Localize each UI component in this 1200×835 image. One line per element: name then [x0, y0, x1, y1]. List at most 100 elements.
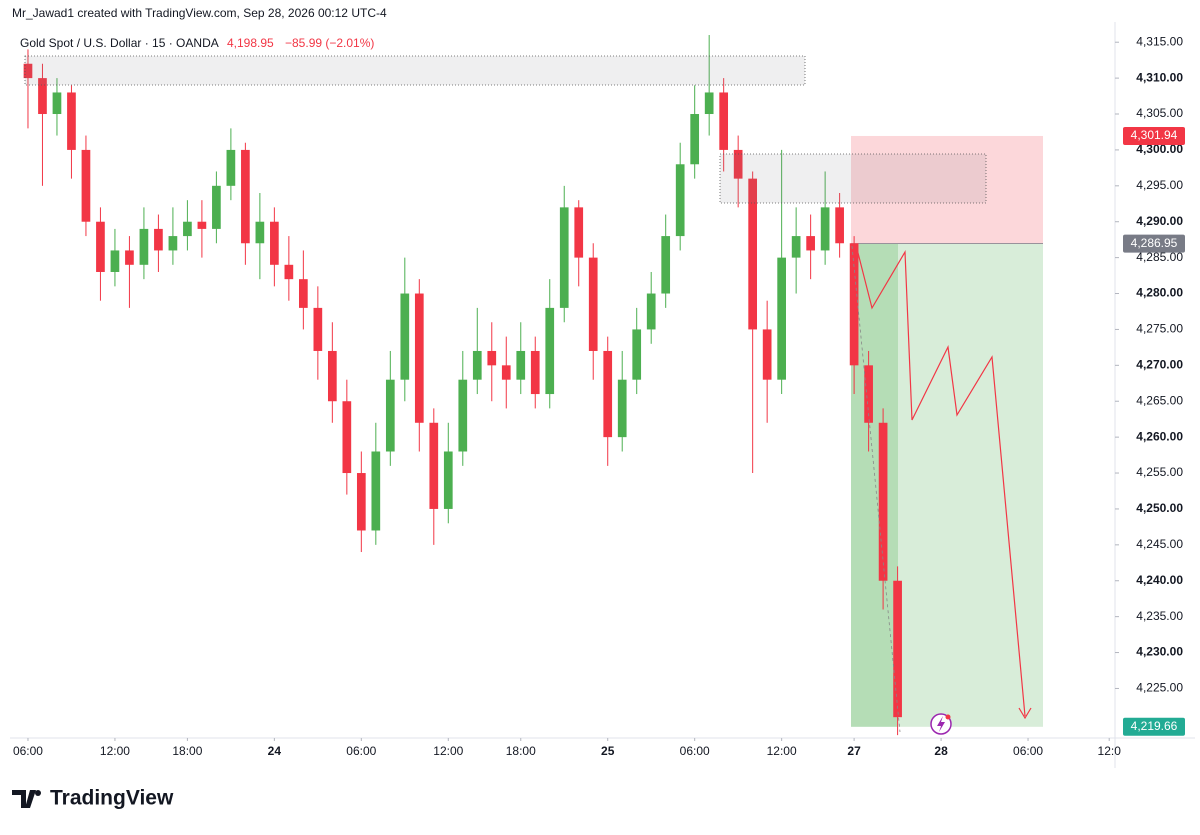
plot-area: 4,315.00 4,310.00 4,305.00 4,300.00 4,295.00… — [10, 22, 1195, 768]
candle-body — [603, 350, 613, 438]
candle-body — [516, 350, 526, 380]
candle-body — [864, 365, 873, 423]
candle-body — [212, 185, 221, 229]
y-tick-label: 4,240.00 — [1136, 573, 1183, 587]
candle-body — [139, 228, 149, 265]
candle-body — [414, 293, 424, 423]
candle-body — [849, 243, 859, 366]
candle-body — [530, 350, 540, 395]
candle-body — [96, 221, 105, 272]
candle-body — [762, 329, 772, 380]
candle-body — [125, 250, 134, 265]
candle-body — [501, 365, 511, 380]
candle-body — [284, 264, 294, 280]
x-tick-label: 06:00 — [1013, 744, 1043, 758]
candle-body — [154, 228, 163, 251]
price-label: 4,286.95 — [1131, 236, 1178, 250]
candle-body — [835, 207, 844, 244]
y-tick-label: 4,305.00 — [1136, 106, 1183, 120]
y-tick-label: 4,235.00 — [1136, 609, 1183, 623]
zone — [24, 55, 806, 86]
price-label-box — [1123, 717, 1185, 736]
y-tick-label: 4,225.00 — [1136, 681, 1183, 695]
candle-body — [559, 207, 569, 308]
y-tick-label: 4,265.00 — [1136, 393, 1183, 407]
candle-body — [719, 92, 729, 150]
candle-body — [472, 350, 482, 380]
x-tick-label: 12:0 — [1098, 744, 1122, 758]
candle-body — [299, 279, 308, 308]
candle-body — [255, 221, 265, 244]
y-tick-label: 4,295.00 — [1136, 178, 1183, 192]
candle-body — [617, 379, 627, 438]
candle-body — [23, 63, 33, 79]
x-tick-label: 12:00 — [100, 744, 130, 758]
y-tick-label: 4,260.00 — [1136, 429, 1183, 443]
filled-zone — [851, 243, 898, 727]
logo-dot — [35, 790, 41, 796]
x-tick-label: 27 — [847, 744, 861, 758]
event-dot — [945, 714, 951, 720]
candle-body — [458, 379, 468, 452]
x-tick-label: 06:00 — [680, 744, 710, 758]
y-tick-label: 4,280.00 — [1136, 286, 1183, 300]
candle-body — [733, 149, 743, 179]
candle-body — [81, 149, 91, 222]
candle-body — [632, 329, 642, 380]
candle-body — [327, 350, 337, 402]
y-tick-label: 4,270.00 — [1136, 358, 1183, 372]
candle-body — [704, 92, 714, 115]
candle-body — [878, 422, 888, 581]
y-tick-label: 4,255.00 — [1136, 465, 1183, 479]
candle-body — [313, 307, 323, 351]
logo-mark — [12, 790, 36, 808]
candle-body — [241, 149, 250, 244]
legend-last: 4,198.95 — [227, 36, 274, 50]
candle-body — [487, 350, 497, 366]
candle-body — [270, 221, 279, 265]
y-tick-label: 4,275.00 — [1136, 322, 1183, 336]
candle-body — [38, 78, 47, 115]
x-tick-label: 28 — [934, 744, 948, 758]
candle-body — [777, 257, 786, 380]
price-label: 4,219.66 — [1131, 719, 1178, 733]
candle-body — [67, 92, 76, 150]
x-tick-label: 12:00 — [433, 744, 463, 758]
candle-body — [748, 178, 758, 330]
price-label-box — [1123, 234, 1185, 253]
y-tick-label: 4,285.00 — [1136, 250, 1183, 264]
projection-path — [855, 244, 1026, 717]
x-tick-label: 25 — [601, 744, 615, 758]
price-label: 4,301.94 — [1131, 128, 1178, 142]
y-tick-label: 4,310.00 — [1136, 70, 1183, 84]
y-tick-label: 4,290.00 — [1136, 214, 1183, 228]
x-tick-label: 18:00 — [506, 744, 536, 758]
y-tick-label: 4,315.00 — [1136, 34, 1183, 48]
y-tick-label: 4,245.00 — [1136, 537, 1183, 551]
candle-body — [820, 207, 830, 251]
x-tick-label: 24 — [268, 744, 282, 758]
candle-body — [588, 257, 598, 351]
candle-body — [400, 293, 410, 380]
y-tick-label: 4,250.00 — [1136, 501, 1183, 515]
candle-body — [168, 236, 178, 251]
x-tick-label: 18:00 — [172, 744, 202, 758]
y-tick-label: 4,300.00 — [1136, 142, 1183, 156]
candle-body — [385, 379, 395, 452]
candle-body — [356, 473, 366, 531]
x-tick-label: 12:00 — [767, 744, 797, 758]
candle-body — [443, 451, 453, 509]
candle-body — [371, 451, 381, 531]
candle-body — [226, 149, 236, 186]
candle-body — [893, 580, 902, 718]
projection-arrow — [1018, 707, 1032, 720]
event-bolt — [937, 716, 945, 732]
candle-body — [545, 307, 555, 395]
x-tick-label: 06:00 — [13, 744, 43, 758]
legend-title: Gold Spot / U.S. Dollar · 15 · OANDA — [20, 36, 219, 50]
candle-body — [110, 250, 120, 272]
header: Mr_Jawad1 created with TradingView.com, … — [12, 6, 387, 20]
candle-body — [429, 422, 439, 509]
candle-body — [197, 221, 207, 229]
